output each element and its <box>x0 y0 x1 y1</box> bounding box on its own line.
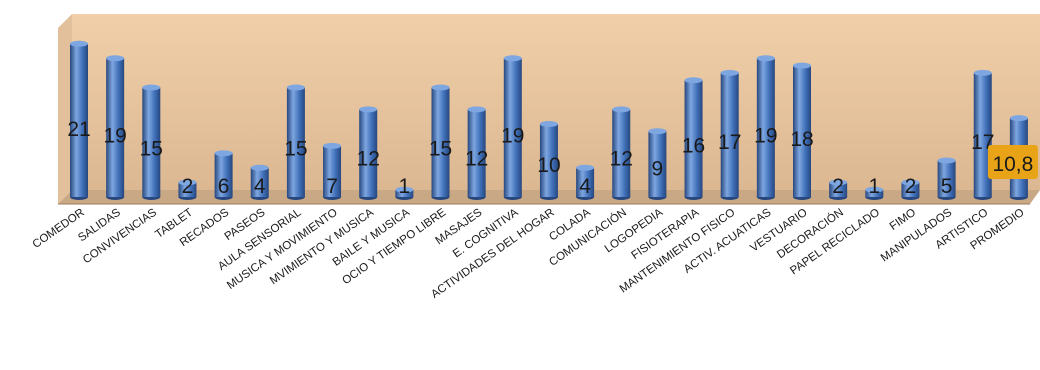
data-label: 6 <box>218 175 230 198</box>
bar <box>937 157 956 200</box>
bar <box>323 142 342 200</box>
data-label: 7 <box>326 175 338 198</box>
data-label: 19 <box>754 125 777 148</box>
data-label: 12 <box>465 148 488 171</box>
bar <box>359 106 378 200</box>
x-tick-label: FIMO <box>888 207 918 233</box>
data-label: 10,8 <box>992 153 1033 176</box>
data-label: 18 <box>790 128 813 151</box>
bar <box>395 186 414 200</box>
bar <box>720 69 739 200</box>
data-label: 16 <box>682 134 705 157</box>
bar <box>178 179 197 200</box>
bar <box>431 84 450 200</box>
data-label: 15 <box>284 138 307 161</box>
bar <box>793 62 811 200</box>
bar <box>467 106 486 200</box>
bar <box>142 84 161 200</box>
x-tick-label: COMEDOR <box>31 207 87 251</box>
bar <box>829 179 848 200</box>
data-label: 17 <box>718 131 741 154</box>
bar <box>973 69 992 200</box>
bar <box>286 84 305 200</box>
data-label: 12 <box>357 148 380 171</box>
data-label: 9 <box>652 157 664 180</box>
data-label: 10 <box>537 154 560 177</box>
data-label: 4 <box>254 175 266 198</box>
bar <box>106 55 125 200</box>
data-label: 15 <box>429 138 452 161</box>
data-label: 1 <box>868 175 880 198</box>
bar <box>612 106 631 200</box>
data-label: 12 <box>610 148 633 171</box>
bar <box>865 186 884 200</box>
chart-side-wall <box>58 14 72 204</box>
bar <box>250 164 269 200</box>
bar <box>648 128 667 200</box>
bar <box>756 55 775 200</box>
data-label: 2 <box>182 175 194 198</box>
data-label: 2 <box>832 175 844 198</box>
data-label: 4 <box>579 175 591 198</box>
bar <box>214 150 233 200</box>
data-label: 15 <box>140 138 163 161</box>
data-label: 1 <box>399 175 411 198</box>
bar <box>576 164 595 200</box>
bar <box>503 55 522 200</box>
bar <box>539 121 558 200</box>
data-label: 19 <box>103 125 126 148</box>
data-label: 21 <box>67 118 90 141</box>
bar <box>70 40 88 200</box>
data-label: 2 <box>905 175 917 198</box>
data-label: 19 <box>501 125 524 148</box>
data-label: 5 <box>941 175 953 198</box>
bar <box>901 179 920 200</box>
highlight-label-background <box>987 145 1038 179</box>
bar <box>684 77 703 200</box>
